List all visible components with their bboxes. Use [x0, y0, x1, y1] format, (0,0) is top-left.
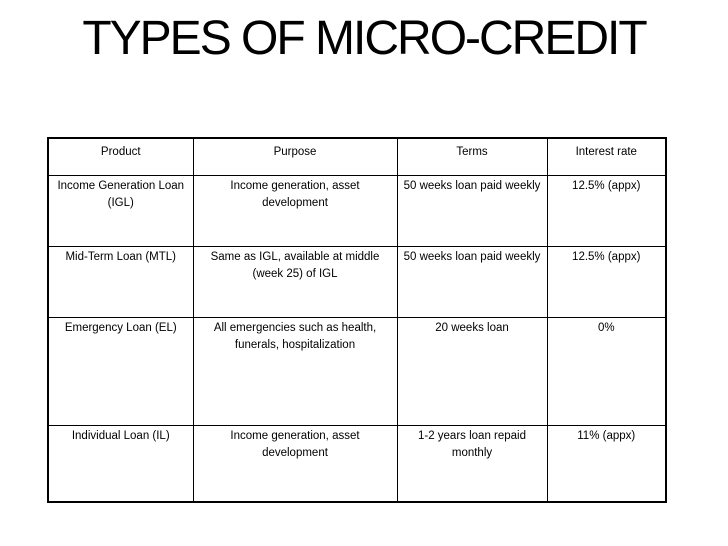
cell-purpose: All emergencies such as health, funerals… — [192, 316, 398, 426]
column-header-purpose: Purpose — [192, 137, 398, 176]
cell-purpose: Income generation, asset development — [192, 174, 398, 247]
micro-credit-table: Product Purpose Terms Interest rate Inco… — [47, 137, 667, 503]
table-row: Individual Loan (IL) Income generation, … — [47, 424, 667, 503]
cell-terms: 1-2 years loan repaid monthly — [396, 424, 548, 503]
cell-product: Individual Loan (IL) — [47, 424, 194, 503]
cell-product: Mid-Term Loan (MTL) — [47, 245, 194, 318]
table-row: Emergency Loan (EL) All emergencies such… — [47, 316, 667, 426]
table-header-row: Product Purpose Terms Interest rate — [47, 137, 667, 176]
cell-interest: 11% (appx) — [546, 424, 667, 503]
page-title: TYPES OF MICRO-CREDIT — [82, 12, 647, 65]
table-row: Mid-Term Loan (MTL) Same as IGL, availab… — [47, 245, 667, 318]
table-row: Income Generation Loan (IGL) Income gene… — [47, 174, 667, 247]
cell-interest: 12.5% (appx) — [546, 174, 667, 247]
cell-terms: 20 weeks loan — [396, 316, 548, 426]
column-header-terms: Terms — [396, 137, 548, 176]
cell-purpose: Same as IGL, available at middle (week 2… — [192, 245, 398, 318]
cell-terms: 50 weeks loan paid weekly — [396, 245, 548, 318]
cell-interest: 12.5% (appx) — [546, 245, 667, 318]
column-header-product: Product — [47, 137, 194, 176]
cell-interest: 0% — [546, 316, 667, 426]
column-header-interest: Interest rate — [546, 137, 667, 176]
cell-product: Emergency Loan (EL) — [47, 316, 194, 426]
cell-purpose: Income generation, asset development — [192, 424, 398, 503]
cell-product: Income Generation Loan (IGL) — [47, 174, 194, 247]
cell-terms: 50 weeks loan paid weekly — [396, 174, 548, 247]
